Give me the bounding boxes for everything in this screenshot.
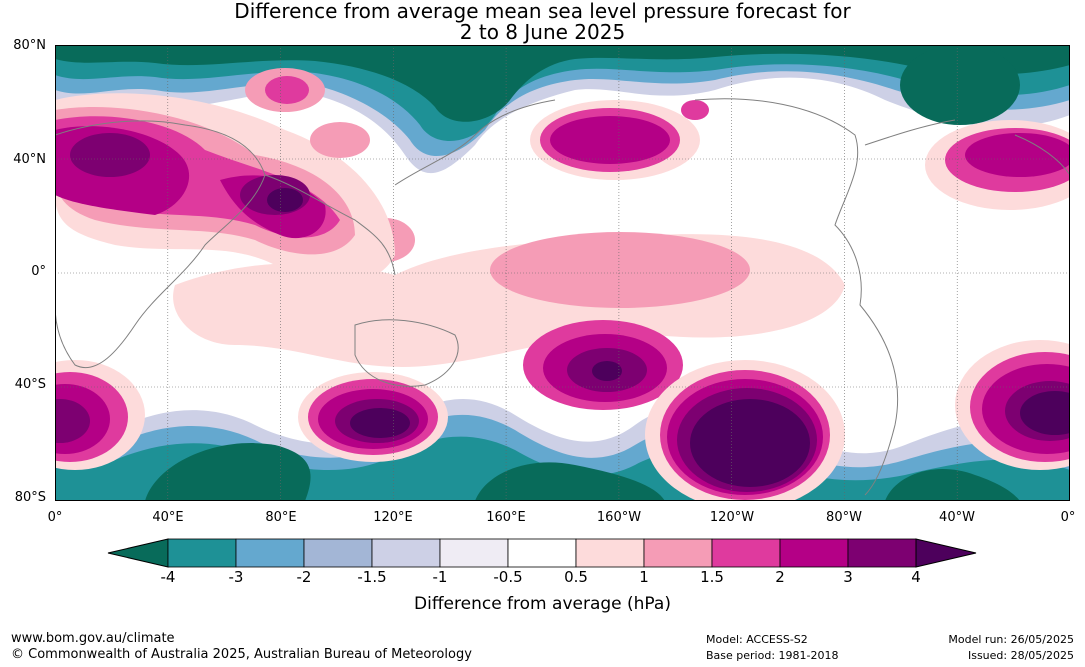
anomaly-south-atlantic-positive <box>955 340 1070 470</box>
footer-model-run: Model run: 26/05/2025 <box>948 633 1074 646</box>
colorbar-segment <box>711 538 781 568</box>
colorbar-segment <box>167 538 237 568</box>
lon-label-120w: 120°W <box>709 510 755 525</box>
lon-label-40e: 40°E <box>152 510 184 525</box>
colorbar-tick: 4 <box>911 568 921 586</box>
colorbar-tick: 3 <box>843 568 853 586</box>
lon-label-160w: 160°W <box>596 510 642 525</box>
colorbar-segment <box>303 538 373 568</box>
coastlines <box>55 98 1070 496</box>
lon-label-160e: 160°E <box>486 510 526 525</box>
colorbar-segment <box>643 538 713 568</box>
colorbar-extend-high <box>915 538 977 568</box>
footer-issued: Issued: 28/05/2025 <box>967 649 1074 662</box>
anomaly-north-pacific-positive <box>530 100 709 180</box>
footer-base-period: Base period: 1981-2018 <box>706 649 839 662</box>
lat-label-80s: 80°S <box>14 490 46 505</box>
colorbar-tick: -0.5 <box>493 568 523 586</box>
footer-copyright: © Commonwealth of Australia 2025, Austra… <box>11 647 472 662</box>
anomaly-south-indian-positive <box>298 372 448 462</box>
colorbar-tick: -4 <box>160 568 176 586</box>
lat-label-40n: 40°N <box>13 152 46 167</box>
footer-model: Model: ACCESS-S2 <box>706 633 808 646</box>
lon-label-40w: 40°W <box>939 510 975 525</box>
colorbar-tick: -1 <box>432 568 448 586</box>
map-title-line1: Difference from average mean sea level p… <box>234 0 851 23</box>
colorbar-title: Difference from average (hPa) <box>414 594 671 614</box>
colorbar-segment <box>235 538 305 568</box>
colorbar-segment <box>507 538 577 568</box>
colorbar-tick: -2 <box>296 568 312 586</box>
colorbar-tick: -3 <box>228 568 244 586</box>
anomaly-north-atlantic-positive <box>925 120 1070 210</box>
pressure-anomaly-map <box>55 45 1070 501</box>
map-title-line2: 2 to 8 June 2025 <box>459 20 626 44</box>
colorbar-segment <box>779 538 849 568</box>
colorbar-tick: -1.5 <box>357 568 387 586</box>
anomaly-eurasia-positive <box>55 68 395 283</box>
lon-label-0: 0° <box>47 510 63 525</box>
lon-label-0-east: 0° <box>1060 510 1076 525</box>
graticule <box>55 45 1070 501</box>
colorbar-segment <box>439 538 509 568</box>
colorbar-tick: 1.5 <box>700 568 724 586</box>
lon-label-80e: 80°E <box>265 510 297 525</box>
lat-label-80n: 80°N <box>13 38 46 53</box>
colorbar-segment <box>847 538 917 568</box>
lat-label-0: 0° <box>31 264 46 279</box>
anomaly-south-pacific-positive <box>523 320 845 501</box>
colorbar-segment <box>575 538 645 568</box>
colorbar-tick: 0.5 <box>564 568 588 586</box>
footer-url[interactable]: www.bom.gov.au/climate <box>11 631 175 646</box>
lat-label-40s: 40°S <box>14 377 46 392</box>
map-frame <box>55 45 1070 501</box>
anomaly-south-africa-positive <box>55 360 145 470</box>
colorbar <box>107 538 977 568</box>
colorbar-extend-low <box>107 538 169 568</box>
lon-label-80w: 80°W <box>826 510 862 525</box>
colorbar-tick: 1 <box>639 568 649 586</box>
colorbar-tick: 2 <box>775 568 785 586</box>
colorbar-segment <box>371 538 441 568</box>
lon-label-120e: 120°E <box>373 510 413 525</box>
